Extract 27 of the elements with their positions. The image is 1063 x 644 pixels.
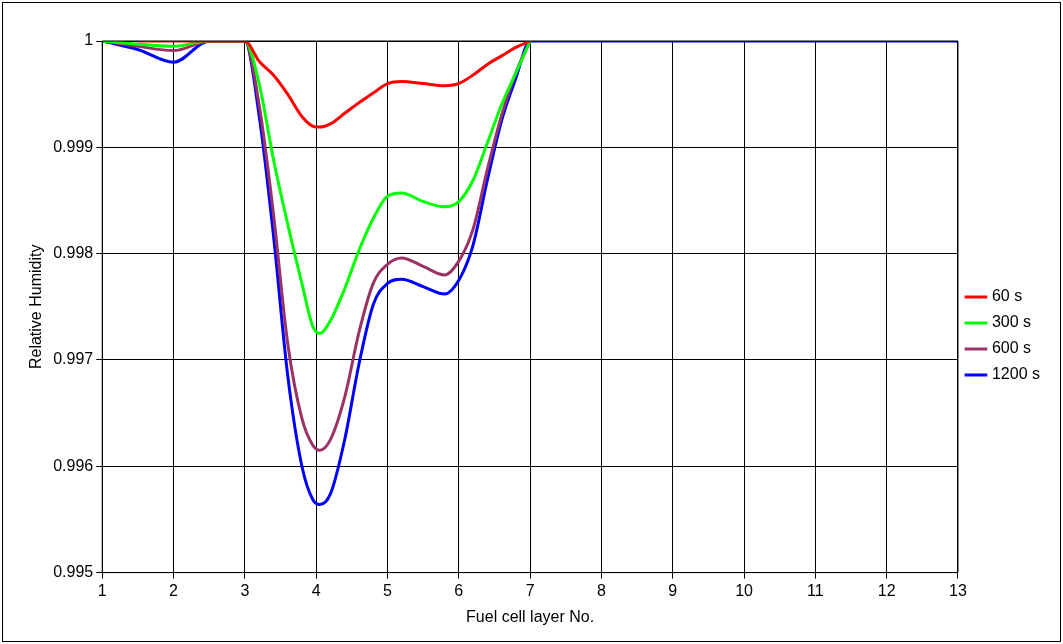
y-axis-title: Relative Humidity <box>27 244 45 370</box>
line-series <box>136 41 532 129</box>
x-tick-label: 4 <box>311 581 321 599</box>
x-tick-label: 11 <box>807 581 824 599</box>
x-tick-label: 9 <box>668 581 678 599</box>
y-tick-label: 0.999 <box>53 137 94 155</box>
x-tick-label: 5 <box>383 581 393 599</box>
legend-label: 60 s <box>991 287 1023 305</box>
x-tick-label: 3 <box>240 581 250 599</box>
x-axis-title: Fuel cell layer No. <box>466 607 595 625</box>
y-tick-label: 0.996 <box>53 456 94 474</box>
legend-label: 600 s <box>991 339 1032 357</box>
y-tick-label: 1 <box>84 31 94 49</box>
x-tick-label: 2 <box>169 581 179 599</box>
x-tick-label: 10 <box>735 581 754 599</box>
x-tick-label: 8 <box>596 581 606 599</box>
x-tick-label: 12 <box>877 581 896 599</box>
x-tick-label: 1 <box>97 581 107 599</box>
x-tick-label: 13 <box>949 581 967 599</box>
y-tick-label: 0.995 <box>53 563 94 581</box>
y-tick-label: 0.997 <box>53 350 94 368</box>
line-series <box>102 41 532 335</box>
legend-label: 1200 s <box>991 365 1041 383</box>
legend-label: 300 s <box>991 313 1032 331</box>
y-tick-label: 0.998 <box>53 244 94 262</box>
x-tick-label: 7 <box>525 581 535 599</box>
x-tick-label: 6 <box>454 581 464 599</box>
